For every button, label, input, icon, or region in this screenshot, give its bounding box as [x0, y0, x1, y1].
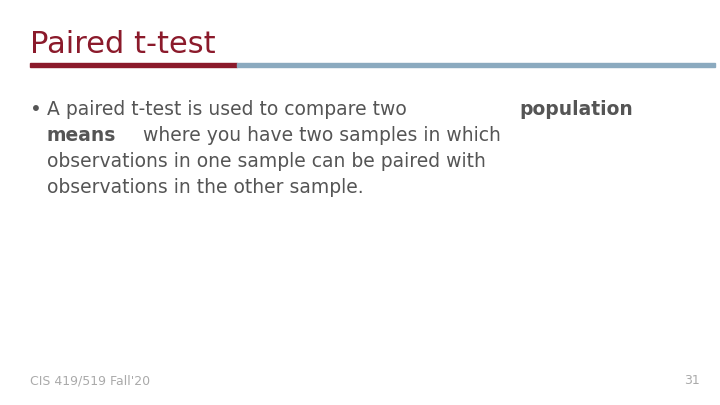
Text: •: •	[30, 100, 42, 119]
Text: observations in one sample can be paired with: observations in one sample can be paired…	[47, 152, 486, 171]
Bar	[30, 63, 237, 67]
Text: 31: 31	[684, 374, 700, 387]
Text: means: means	[47, 126, 117, 145]
Text: where you have two samples in which: where you have two samples in which	[137, 126, 500, 145]
Text: CIS 419/519 Fall'20: CIS 419/519 Fall'20	[30, 374, 150, 387]
Text: Paired t-test: Paired t-test	[30, 30, 215, 59]
Bar	[237, 63, 715, 67]
Text: A paired t-test is used to compare two: A paired t-test is used to compare two	[47, 100, 413, 119]
Text: observations in the other sample.: observations in the other sample.	[47, 178, 364, 197]
Text: population: population	[519, 100, 633, 119]
